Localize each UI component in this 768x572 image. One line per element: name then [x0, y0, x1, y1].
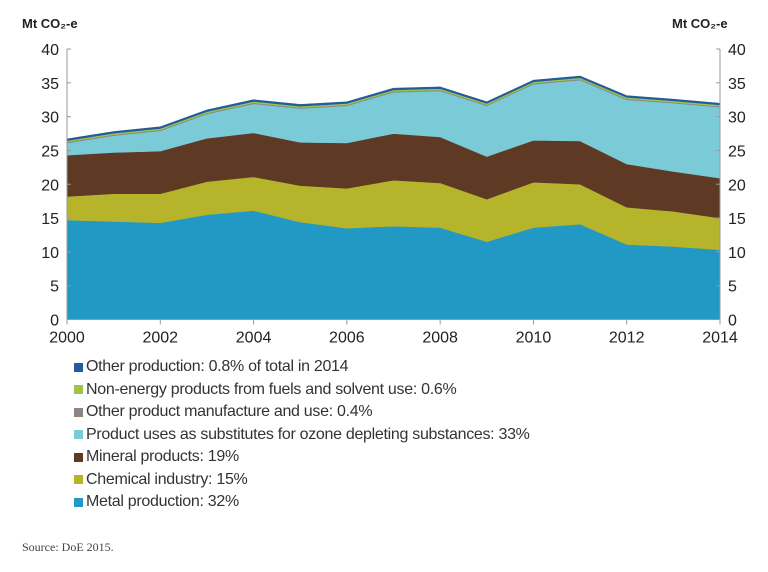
y-tick-label-right: 10: [728, 245, 746, 262]
legend-item: Other production: 0.8% of total in 2014: [74, 356, 530, 379]
legend-label: Mineral products: 19%: [86, 448, 239, 466]
legend-item: Product uses as substitutes for ozone de…: [74, 424, 530, 447]
y-tick-label-left: 25: [41, 143, 59, 160]
legend-swatch: [74, 497, 83, 507]
x-tick-label: 2006: [329, 330, 365, 347]
legend-item: Other product manufacture and use: 0.4%: [74, 401, 530, 424]
y-tick-label-right: 15: [728, 211, 746, 228]
y-axis-label-right: Mt CO₂-e: [672, 16, 728, 31]
x-tick-label: 2014: [702, 330, 738, 347]
x-tick-label: 2008: [422, 330, 458, 347]
y-tick-label-right: 25: [728, 143, 746, 160]
x-tick-label: 2004: [236, 330, 272, 347]
legend: Other production: 0.8% of total in 2014 N…: [74, 356, 530, 514]
legend-label: Metal production: 32%: [86, 493, 239, 511]
legend-swatch: [74, 385, 83, 395]
legend-swatch: [74, 362, 83, 372]
y-tick-label-right: 35: [728, 76, 746, 93]
y-tick-label-right: 20: [728, 177, 746, 194]
legend-swatch: [74, 475, 83, 485]
legend-swatch: [74, 407, 83, 417]
legend-item: Metal production: 32%: [74, 491, 530, 514]
y-tick-label-left: 35: [41, 76, 59, 93]
legend-label: Product uses as substitutes for ozone de…: [86, 425, 530, 443]
source-note: Source: DoE 2015.: [22, 540, 114, 554]
legend-swatch: [74, 430, 83, 440]
legend-item: Chemical industry: 15%: [74, 469, 530, 492]
x-tick-label: 2002: [142, 330, 178, 347]
y-tick-label-right: 30: [728, 110, 746, 127]
y-tick-label-left: 15: [41, 211, 59, 228]
y-tick-label-left: 0: [50, 313, 59, 330]
y-tick-label-left: 20: [41, 177, 59, 194]
x-tick-label: 2000: [49, 330, 85, 347]
legend-label: Chemical industry: 15%: [86, 470, 248, 488]
legend-label: Non-energy products from fuels and solve…: [86, 380, 457, 398]
y-tick-label-right: 5: [728, 279, 737, 296]
y-tick-label-right: 40: [728, 42, 746, 59]
y-tick-label-right: 0: [728, 313, 737, 330]
legend-label: Other production: 0.8% of total in 2014: [86, 358, 349, 376]
y-tick-label-left: 30: [41, 110, 59, 127]
y-tick-label-left: 5: [50, 279, 59, 296]
x-tick-label: 2010: [516, 330, 552, 347]
legend-label: Other product manufacture and use: 0.4%: [86, 403, 373, 421]
legend-swatch: [74, 452, 83, 462]
y-tick-label-left: 40: [41, 42, 59, 59]
y-tick-label-left: 10: [41, 245, 59, 262]
x-tick-label: 2012: [609, 330, 645, 347]
y-axis-label-left: Mt CO₂-e: [22, 16, 78, 31]
legend-item: Mineral products: 19%: [74, 446, 530, 469]
legend-item: Non-energy products from fuels and solve…: [74, 379, 530, 402]
